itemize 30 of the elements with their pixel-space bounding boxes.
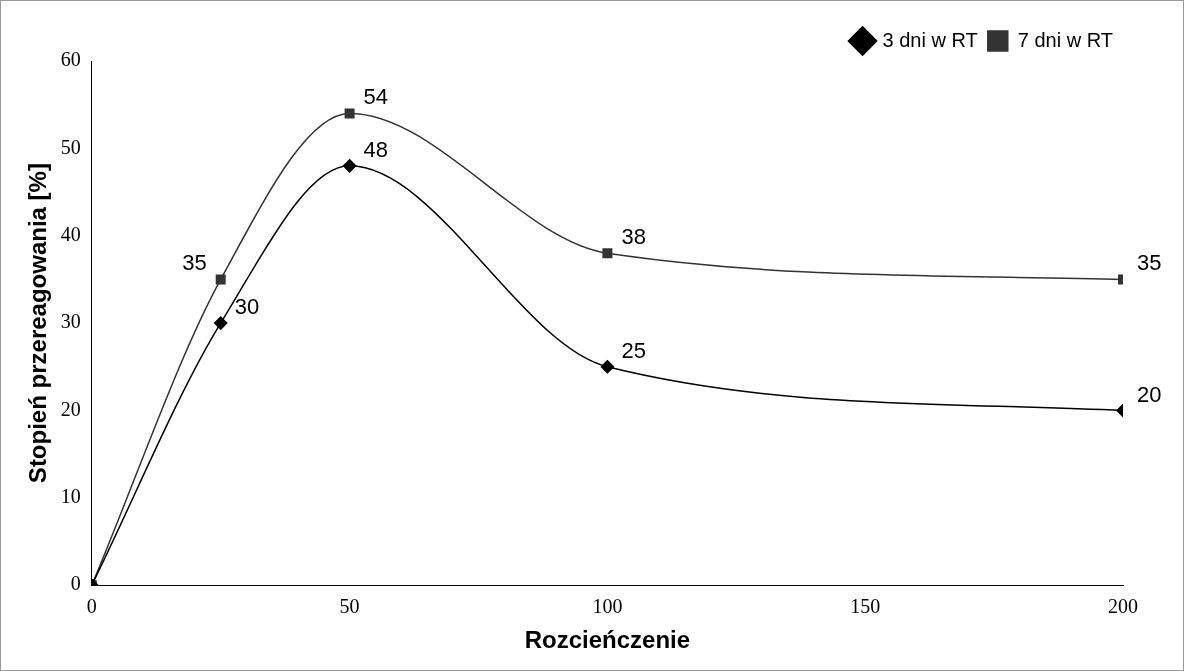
y-tick-label: 30 xyxy=(60,310,81,333)
data-label: 35 xyxy=(182,250,207,276)
data-label: 54 xyxy=(363,84,389,110)
data-label: 35 xyxy=(1137,250,1162,276)
data-label: 38 xyxy=(621,224,646,250)
legend-label: 7 dni w RT xyxy=(1017,28,1114,51)
data-label: 30 xyxy=(234,294,260,320)
point xyxy=(215,274,226,285)
y-tick-label: 40 xyxy=(60,222,81,245)
data-label: 20 xyxy=(1137,381,1162,407)
point xyxy=(602,248,613,259)
y-tick-label: 60 xyxy=(60,48,81,71)
point xyxy=(213,316,228,330)
y-tick-label: 20 xyxy=(60,397,81,420)
data-label: 25 xyxy=(621,337,646,363)
legend-label: 3 dni w RT xyxy=(882,28,978,51)
data-label: 48 xyxy=(363,136,389,162)
y-tick-label: 50 xyxy=(60,135,81,158)
point xyxy=(342,159,357,173)
x-axis-title: Rozcieńczenie xyxy=(524,626,691,654)
y-tick-label: 10 xyxy=(60,485,81,508)
y-axis-title: Stopień przereagowania [%] xyxy=(24,163,52,484)
x-tick-label: 150 xyxy=(850,595,881,618)
x-tick-label: 0 xyxy=(86,595,97,618)
point xyxy=(344,108,355,119)
point xyxy=(600,360,615,374)
y-tick-label: 0 xyxy=(70,572,81,595)
x-tick-label: 50 xyxy=(339,595,360,618)
x-tick-label: 100 xyxy=(592,595,623,618)
x-tick-label: 200 xyxy=(1108,595,1138,618)
